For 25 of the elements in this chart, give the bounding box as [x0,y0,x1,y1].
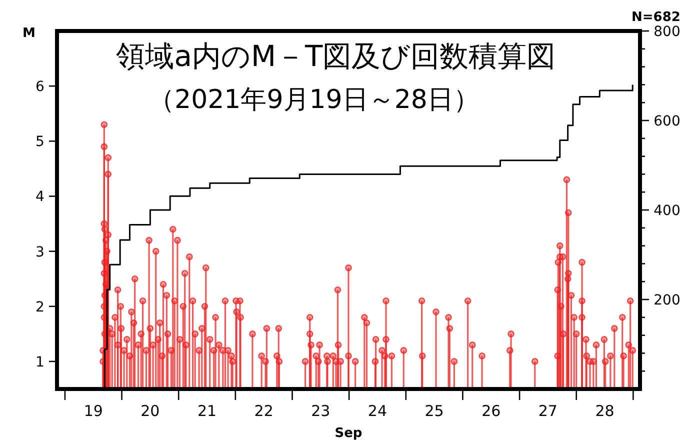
chart-title: 領域a内のM－T図及び回数積算図 [116,39,556,73]
y-tick-label: 3 [36,244,44,260]
x-axis-title: Sep [334,426,362,441]
x-tick-label: 20 [140,402,160,420]
y2-tick-label: 200 [654,292,680,308]
x-tick-label: 19 [84,402,103,420]
y-tick-label: 6 [36,79,45,96]
x-tick-label: 27 [538,402,558,420]
x-tick-label: 21 [197,402,217,420]
text: N=682 [632,10,680,25]
y2-tick-label: 600 [654,114,680,130]
x-tick-label: 24 [368,402,388,420]
x-tick-label: 26 [482,402,501,420]
y-tick-label: 5 [36,134,44,150]
y2-tick-label: 800 [654,24,680,40]
y-axis-title: M [22,26,36,41]
x-tick-label: 22 [254,402,274,420]
y-tick-label: 4 [36,189,45,206]
x-tick-label: 23 [311,402,330,420]
y-tick-label: 1 [36,354,44,370]
text: （2021年9月19日～28日） [148,85,480,115]
y2-tick-label: 400 [654,203,680,219]
x-tick-label: 28 [595,402,614,420]
x-tick-label: 25 [424,402,444,420]
y-tick-label: 2 [36,299,44,316]
